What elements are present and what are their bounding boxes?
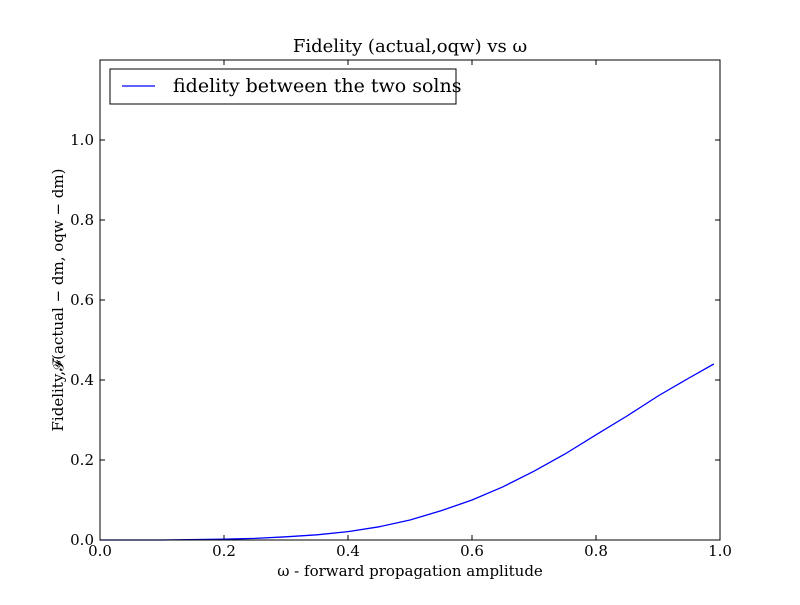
series-layer [100, 363, 715, 541]
series-line [100, 363, 715, 541]
legend-entry-label: fidelity between the two solns [173, 75, 462, 97]
x-tick-label: 1.0 [708, 542, 732, 560]
y-tick-label: 0.2 [70, 451, 94, 469]
plot-frame [99, 59, 721, 541]
x-tick-label: 0.2 [212, 542, 236, 560]
x-tick-label: 0.0 [88, 542, 112, 560]
chart-title: Fidelity (actual,oqw) vs ω [293, 36, 527, 57]
x-tick-label: 0.6 [460, 542, 484, 560]
legend: fidelity between the two solns [109, 68, 462, 105]
x-axis-label: ω - forward propagation amplitude [277, 562, 543, 580]
y-tick-label: 1.0 [70, 131, 94, 149]
y-tick-label: 0.0 [70, 531, 94, 549]
ticks-layer: 0.0 0.2 0.4 0.6 0.8 1.0 0.0 0.2 0.4 0.6 0.8 1.0 [70, 60, 732, 560]
y-tick-label: 0.4 [70, 371, 94, 389]
x-tick-label: 0.4 [336, 542, 360, 560]
x-tick-label: 0.8 [584, 542, 608, 560]
y-tick-label: 0.6 [70, 291, 94, 309]
legend-box [109, 68, 457, 105]
y-tick-label: 0.8 [70, 211, 94, 229]
y-axis-label: Fidelity,𝓕(actual − dm, oqw − dm) [49, 169, 67, 432]
